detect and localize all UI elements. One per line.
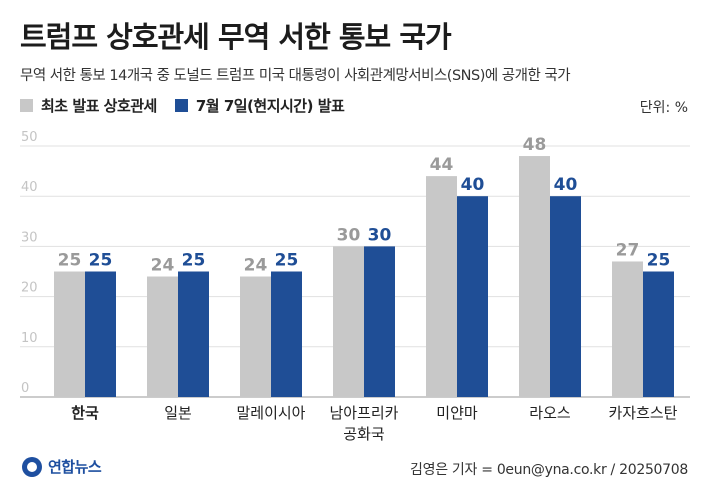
x-category-label: 공화국 xyxy=(343,425,385,443)
bar-initial xyxy=(333,246,364,397)
data-label: 25 xyxy=(58,251,82,271)
bar-july7 xyxy=(457,196,488,397)
bar-initial xyxy=(519,156,550,397)
y-tick-label: 30 xyxy=(21,230,38,245)
data-label: 24 xyxy=(244,256,268,276)
y-tick-label: 20 xyxy=(21,281,38,296)
data-label: 40 xyxy=(554,175,578,195)
bar-initial xyxy=(54,271,85,397)
x-category-label: 말레이시아 xyxy=(236,404,305,422)
publisher-name: 연합뉴스 xyxy=(48,458,102,476)
legend-swatch-july7 xyxy=(174,99,188,112)
data-label: 27 xyxy=(616,240,640,260)
x-category-label: 한국 xyxy=(71,404,99,422)
legend-label-july7: 7월 7일(현지시간) 발표 xyxy=(195,97,345,115)
data-label: 30 xyxy=(337,225,361,245)
bar-july7 xyxy=(85,271,116,397)
bar-initial xyxy=(240,276,271,397)
chart-subtitle: 무역 서한 통보 14개국 중 도널드 트럼프 미국 대통령이 사회관계망서비스… xyxy=(20,68,571,84)
y-tick-label: 40 xyxy=(21,180,38,195)
x-category-label: 미얀마 xyxy=(436,404,478,422)
data-label: 44 xyxy=(430,155,454,175)
bar-july7 xyxy=(271,271,302,397)
x-category-label: 일본 xyxy=(164,404,192,422)
data-label: 25 xyxy=(647,251,671,271)
bar-july7 xyxy=(643,271,674,397)
bar-july7 xyxy=(178,271,209,397)
unit-label: 단위: % xyxy=(639,100,688,116)
bar-initial xyxy=(612,261,643,397)
yonhap-logo-icon xyxy=(22,456,42,477)
data-label: 25 xyxy=(182,251,206,271)
data-label: 30 xyxy=(368,225,392,245)
legend-label-initial: 최초 발표 상호관세 xyxy=(41,97,157,115)
legend-swatch-initial xyxy=(20,99,33,112)
x-category-label: 카자흐스탄 xyxy=(608,404,677,422)
data-label: 24 xyxy=(151,256,175,276)
data-label: 25 xyxy=(275,251,299,271)
author-credit: 김영은 기자 = 0eun@yna.co.kr / 20250708 xyxy=(410,462,688,478)
data-label: 48 xyxy=(523,135,547,155)
publisher-logo: 연합뉴스 xyxy=(22,456,102,477)
chart-title: 트럼프 상호관세 무역 서한 통보 국가 xyxy=(20,20,452,54)
x-category-label: 라오스 xyxy=(529,404,571,422)
x-category-label: 남아프리카 xyxy=(329,404,398,422)
legend: 최초 발표 상호관세 7월 7일(현지시간) 발표 xyxy=(20,95,362,116)
legend-item-july7: 7월 7일(현지시간) 발표 xyxy=(174,95,345,116)
y-tick-label: 0 xyxy=(21,381,29,396)
data-label: 40 xyxy=(461,175,485,195)
bar-initial xyxy=(147,276,178,397)
bar-july7 xyxy=(364,246,395,397)
legend-item-initial: 최초 발표 상호관세 xyxy=(20,95,157,116)
bar-initial xyxy=(426,176,457,397)
y-tick-label: 50 xyxy=(21,130,38,145)
bar-july7 xyxy=(550,196,581,397)
y-tick-label: 10 xyxy=(21,331,38,346)
data-label: 25 xyxy=(89,251,113,271)
